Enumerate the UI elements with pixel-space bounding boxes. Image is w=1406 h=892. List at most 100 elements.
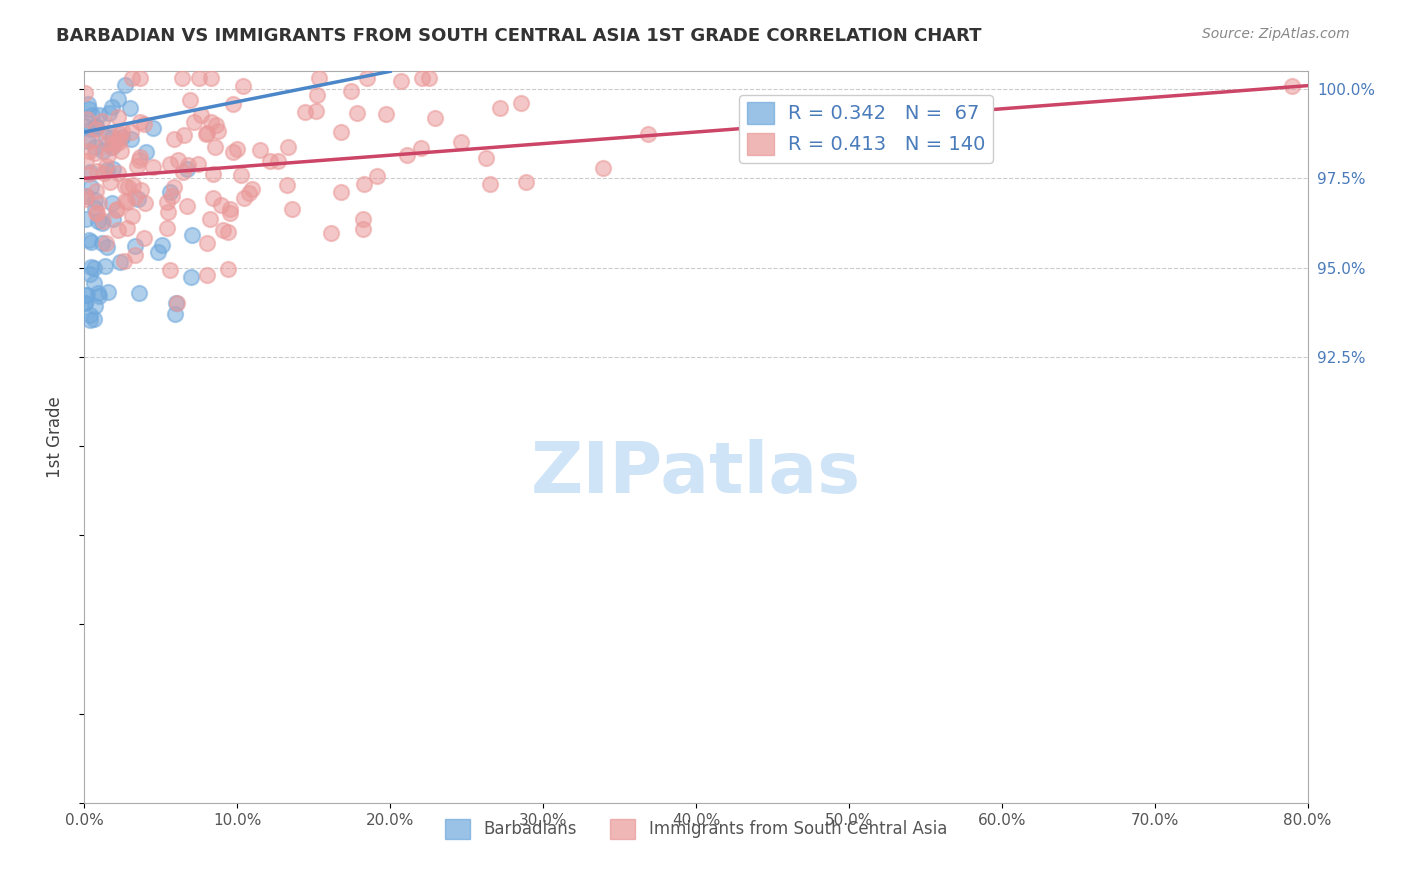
- Legend: Barbadians, Immigrants from South Central Asia: Barbadians, Immigrants from South Centra…: [439, 812, 953, 846]
- Point: [108, 128, 131, 142]
- Point: [183, 115, 205, 129]
- Point: [352, 212, 374, 227]
- Point: [221, 145, 243, 159]
- Point: [207, 123, 229, 137]
- Point: [79, 313, 101, 327]
- Point: [195, 236, 218, 251]
- Point: [77, 234, 100, 248]
- Point: [76, 97, 98, 112]
- Point: [232, 79, 254, 94]
- Point: [101, 140, 124, 154]
- Point: [121, 178, 143, 192]
- Point: [146, 244, 169, 259]
- Point: [107, 135, 129, 149]
- Point: [107, 110, 129, 124]
- Point: [83, 276, 105, 290]
- Point: [75, 192, 97, 206]
- Y-axis label: 1st Grade: 1st Grade: [45, 396, 63, 478]
- Point: [73, 296, 96, 310]
- Point: [76, 288, 98, 302]
- Point: [188, 71, 211, 86]
- Point: [120, 132, 142, 146]
- Point: [389, 74, 412, 88]
- Point: [155, 221, 177, 235]
- Point: [124, 190, 146, 204]
- Point: [418, 71, 440, 86]
- Point: [294, 105, 316, 120]
- Point: [134, 195, 156, 210]
- Point: [87, 196, 110, 211]
- Point: [94, 235, 117, 250]
- Point: [281, 202, 304, 216]
- Point: [353, 178, 375, 192]
- Point: [232, 191, 254, 205]
- Point: [107, 92, 129, 106]
- Point: [87, 285, 110, 300]
- Point: [96, 240, 118, 254]
- Point: [101, 100, 124, 114]
- Point: [97, 126, 120, 140]
- Point: [129, 183, 152, 197]
- Point: [86, 206, 108, 220]
- Point: [478, 178, 501, 192]
- Point: [176, 199, 198, 213]
- Point: [107, 166, 129, 180]
- Point: [127, 192, 149, 206]
- Point: [117, 180, 139, 194]
- Point: [515, 175, 537, 189]
- Point: [90, 236, 112, 251]
- Point: [198, 212, 221, 227]
- Point: [91, 214, 114, 228]
- Point: [157, 205, 180, 219]
- Point: [97, 147, 120, 161]
- Point: [104, 136, 127, 151]
- Point: [156, 195, 179, 210]
- Point: [238, 186, 260, 201]
- Point: [330, 125, 353, 139]
- Point: [118, 101, 141, 115]
- Point: [100, 139, 122, 153]
- Point: [91, 144, 114, 158]
- Point: [160, 188, 183, 202]
- Point: [80, 134, 103, 148]
- Point: [637, 127, 659, 141]
- Point: [231, 168, 253, 182]
- Point: [219, 202, 242, 216]
- Point: [75, 212, 97, 227]
- Point: [173, 128, 195, 143]
- Point: [120, 125, 142, 139]
- Point: [395, 148, 418, 162]
- Point: [121, 210, 143, 224]
- Point: [159, 185, 181, 199]
- Point: [366, 169, 388, 184]
- Point: [108, 254, 131, 268]
- Point: [84, 205, 107, 219]
- Point: [352, 222, 374, 236]
- Point: [305, 104, 328, 119]
- Point: [356, 71, 378, 86]
- Point: [346, 106, 368, 120]
- Point: [94, 159, 117, 173]
- Point: [114, 78, 136, 93]
- Point: [205, 118, 228, 132]
- Point: [374, 107, 396, 121]
- Point: [179, 93, 201, 107]
- Point: [163, 132, 186, 146]
- Point: [79, 308, 101, 322]
- Point: [75, 189, 97, 203]
- Point: [84, 201, 107, 215]
- Point: [330, 186, 353, 200]
- Point: [124, 248, 146, 262]
- Point: [84, 299, 107, 313]
- Point: [77, 167, 100, 181]
- Point: [204, 140, 226, 154]
- Point: [200, 71, 222, 86]
- Point: [509, 95, 531, 110]
- Point: [222, 96, 245, 111]
- Point: [180, 269, 202, 284]
- Text: ZIPatlas: ZIPatlas: [531, 439, 860, 508]
- Point: [267, 154, 290, 169]
- Point: [86, 164, 108, 178]
- Point: [96, 162, 118, 177]
- Point: [128, 115, 150, 129]
